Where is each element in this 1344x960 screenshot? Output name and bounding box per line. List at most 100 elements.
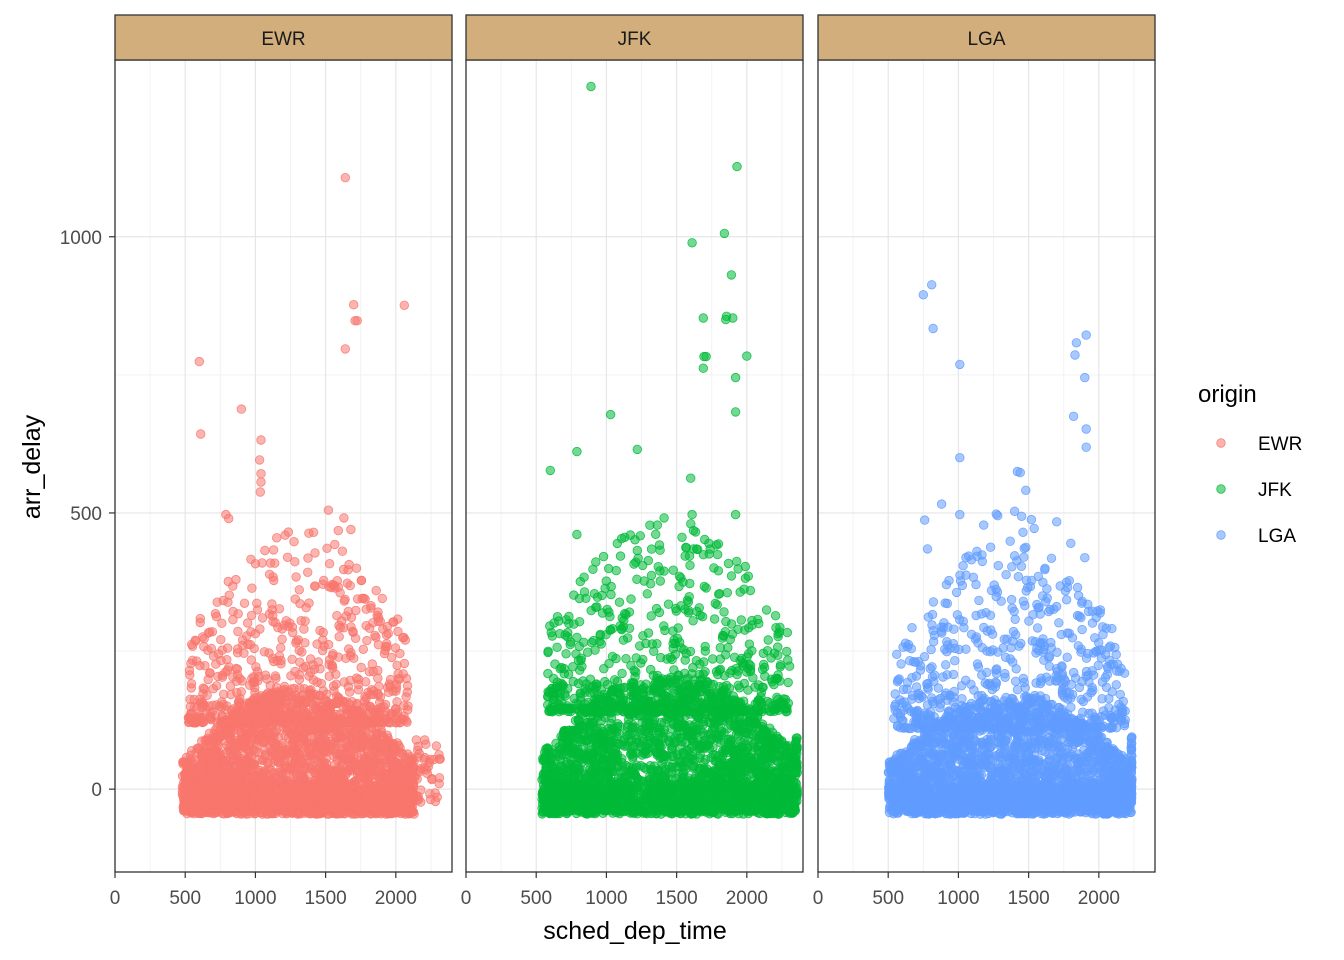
data-point: [324, 559, 335, 569]
data-point: [223, 756, 233, 766]
data-point: [303, 744, 313, 755]
data-point: [340, 344, 351, 354]
data-point: [337, 546, 348, 556]
data-point: [391, 713, 402, 724]
data-point: [212, 597, 222, 607]
data-point: [275, 795, 285, 805]
data-point: [390, 643, 401, 653]
data-point: [182, 763, 192, 773]
data-point: [262, 801, 273, 811]
data-point: [287, 802, 297, 812]
data-point: [268, 545, 279, 555]
data-point: [270, 739, 280, 749]
data-point: [382, 779, 392, 789]
data-point: [195, 617, 205, 628]
data-point: [382, 621, 393, 632]
data-point: [239, 717, 250, 727]
data-point: [224, 590, 235, 600]
data-point: [364, 667, 375, 677]
data-point: [186, 683, 197, 693]
data-point: [346, 612, 357, 623]
data-point: [431, 741, 442, 751]
data-point: [222, 643, 233, 653]
data-point: [363, 709, 374, 720]
data-point: [225, 798, 236, 808]
data-point: [342, 703, 352, 713]
data-point: [329, 717, 339, 727]
data-point: [256, 435, 266, 445]
data-point: [194, 356, 205, 367]
data-point: [206, 747, 216, 758]
data-point: [281, 762, 291, 772]
data-point: [289, 537, 299, 547]
data-point: [317, 645, 328, 656]
data-point: [380, 642, 391, 652]
data-point: [205, 766, 216, 776]
data-point: [195, 762, 205, 773]
data-point: [324, 659, 334, 670]
data-point: [246, 655, 257, 665]
data-point: [256, 469, 266, 479]
data-point: [386, 652, 397, 663]
data-point: [269, 773, 279, 783]
data-point: [358, 644, 369, 655]
data-point: [429, 754, 439, 765]
data-point: [246, 554, 256, 565]
data-point: [413, 791, 423, 802]
data-point: [304, 598, 314, 608]
data-point: [314, 690, 325, 701]
data-point: [402, 687, 413, 697]
data-point: [399, 300, 410, 311]
data-point: [346, 717, 356, 728]
data-point: [344, 644, 354, 654]
data-point: [262, 727, 273, 738]
data-point: [270, 671, 281, 681]
data-point: [315, 664, 325, 674]
data-point: [299, 718, 310, 728]
data-point: [349, 300, 359, 310]
data-point: [295, 769, 306, 780]
data-point: [294, 645, 304, 656]
data-point: [225, 681, 236, 691]
data-point: [377, 593, 388, 604]
data-point: [357, 766, 367, 776]
data-point: [246, 758, 257, 769]
data-point: [258, 736, 269, 746]
points-layer: [177, 81, 1137, 819]
data-point: [322, 797, 333, 807]
data-point: [337, 789, 347, 800]
data-point: [322, 701, 332, 712]
data-point: [239, 784, 249, 794]
data-point: [315, 625, 325, 636]
data-point: [256, 477, 266, 487]
data-point: [425, 794, 436, 805]
data-point: [321, 768, 332, 778]
data-point: [345, 687, 355, 697]
data-point: [258, 786, 269, 796]
data-point: [349, 653, 359, 663]
data-point: [257, 558, 267, 568]
data-point: [383, 687, 394, 698]
data-point: [352, 316, 362, 326]
data-point: [380, 706, 390, 716]
data-point: [277, 634, 287, 645]
data-point: [321, 806, 331, 816]
data-point: [287, 786, 297, 796]
data-point: [197, 713, 207, 723]
data-point: [381, 735, 392, 746]
data-point: [266, 747, 277, 758]
data-point: [254, 671, 264, 682]
data-point: [216, 635, 226, 645]
data-point: [248, 790, 259, 800]
data-point: [242, 618, 253, 628]
data-point: [246, 798, 257, 808]
data-point: [434, 773, 445, 783]
data-point: [193, 743, 204, 753]
data-point: [247, 583, 257, 593]
data-point: [356, 575, 367, 586]
data-point: [268, 718, 278, 728]
data-point: [337, 616, 347, 626]
data-point: [370, 805, 380, 815]
data-point: [351, 739, 361, 749]
series-ewr: [177, 172, 445, 819]
